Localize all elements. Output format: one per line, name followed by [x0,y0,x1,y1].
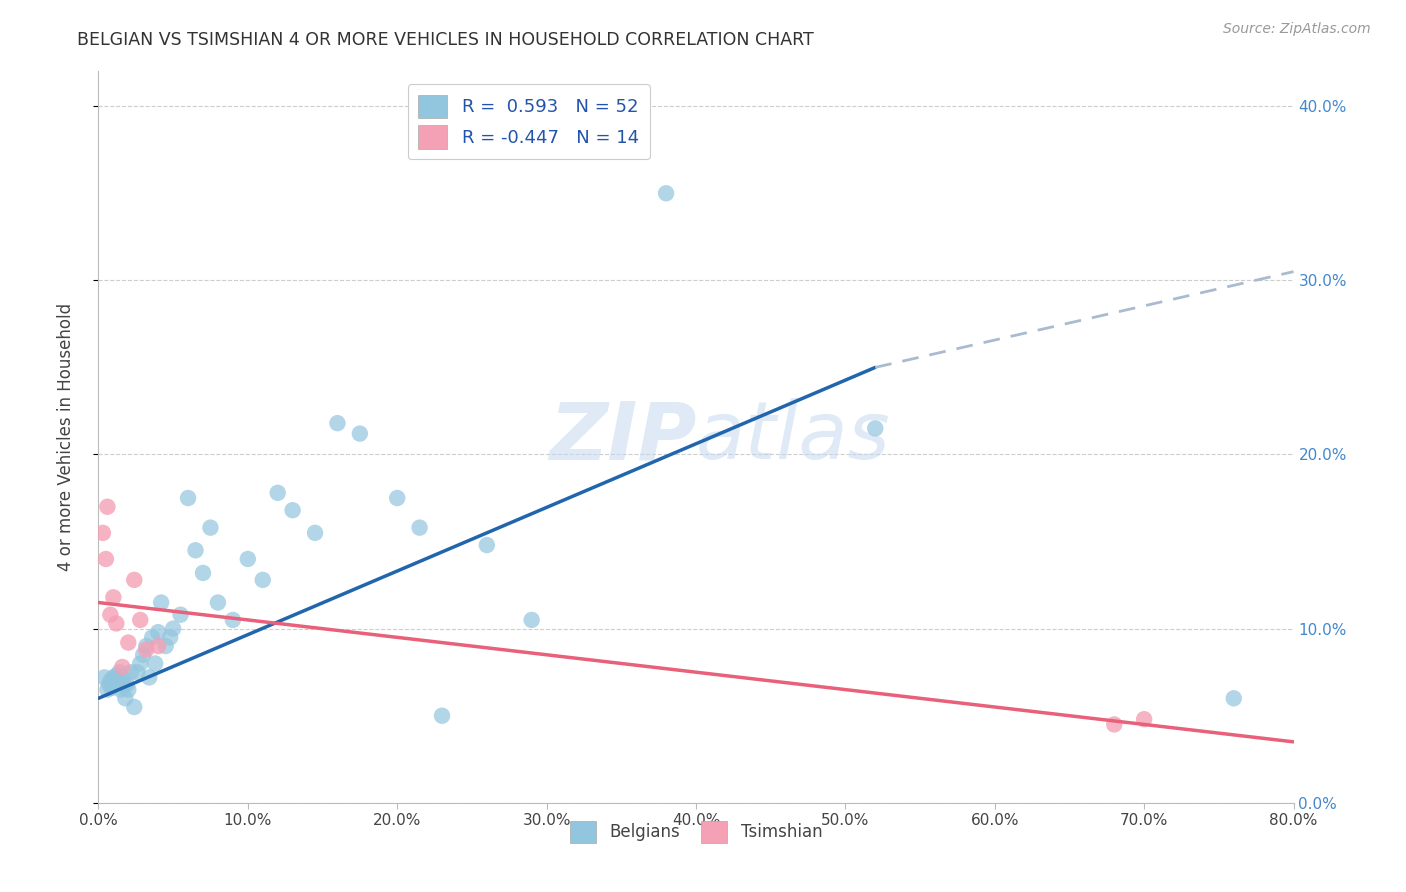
Point [138,670,160,684]
Point [207,595,229,609]
Text: ZIP: ZIP [548,398,696,476]
Point [112,677,135,691]
Text: Source: ZipAtlas.com: Source: ZipAtlas.com [1223,22,1371,37]
Point [155,639,177,653]
Point [96,500,118,514]
Point [132,648,155,662]
Point [135,642,157,657]
Point [91,525,114,540]
Point [117,682,139,697]
Point [267,485,290,500]
Point [169,607,191,622]
Point [117,635,139,649]
Point [475,538,498,552]
Point [120,665,142,680]
Point [105,616,128,631]
Point [520,613,543,627]
Point [159,631,181,645]
Point [93,670,115,684]
Point [96,682,118,697]
Point [148,639,170,653]
Point [111,670,134,684]
Point [110,682,132,697]
Point [115,677,138,691]
Point [103,591,125,605]
Point [1133,712,1156,726]
Point [222,613,245,627]
Point [655,186,678,201]
Text: BELGIAN VS TSIMSHIAN 4 OR MORE VEHICLES IN HOUSEHOLD CORRELATION CHART: BELGIAN VS TSIMSHIAN 4 OR MORE VEHICLES … [77,31,814,49]
Point [105,668,128,682]
Point [129,613,152,627]
Point [127,665,149,680]
Point [141,631,163,645]
Point [107,673,129,688]
Point [865,421,887,435]
Point [108,665,131,680]
Point [101,681,124,695]
Point [349,426,371,441]
Point [200,521,222,535]
Point [281,503,304,517]
Point [124,700,146,714]
Legend: Belgians, Tsimshian: Belgians, Tsimshian [564,814,828,849]
Point [94,552,117,566]
Point [191,566,214,580]
Point [135,639,157,653]
Point [143,657,166,671]
Point [408,521,430,535]
Y-axis label: 4 or more Vehicles in Household: 4 or more Vehicles in Household [56,303,75,571]
Point [430,708,453,723]
Point [103,670,125,684]
Point [162,622,184,636]
Text: atlas: atlas [696,398,891,476]
Point [104,677,127,691]
Point [124,573,146,587]
Point [98,607,122,622]
Point [236,552,259,566]
Point [1104,717,1126,731]
Point [326,416,349,430]
Point [184,543,207,558]
Point [304,525,326,540]
Point [114,691,136,706]
Point [1223,691,1246,706]
Point [385,491,409,505]
Point [148,625,170,640]
Point [177,491,200,505]
Point [111,660,134,674]
Point [98,673,122,688]
Point [129,657,152,671]
Point [150,595,173,609]
Point [252,573,274,587]
Point [97,677,120,691]
